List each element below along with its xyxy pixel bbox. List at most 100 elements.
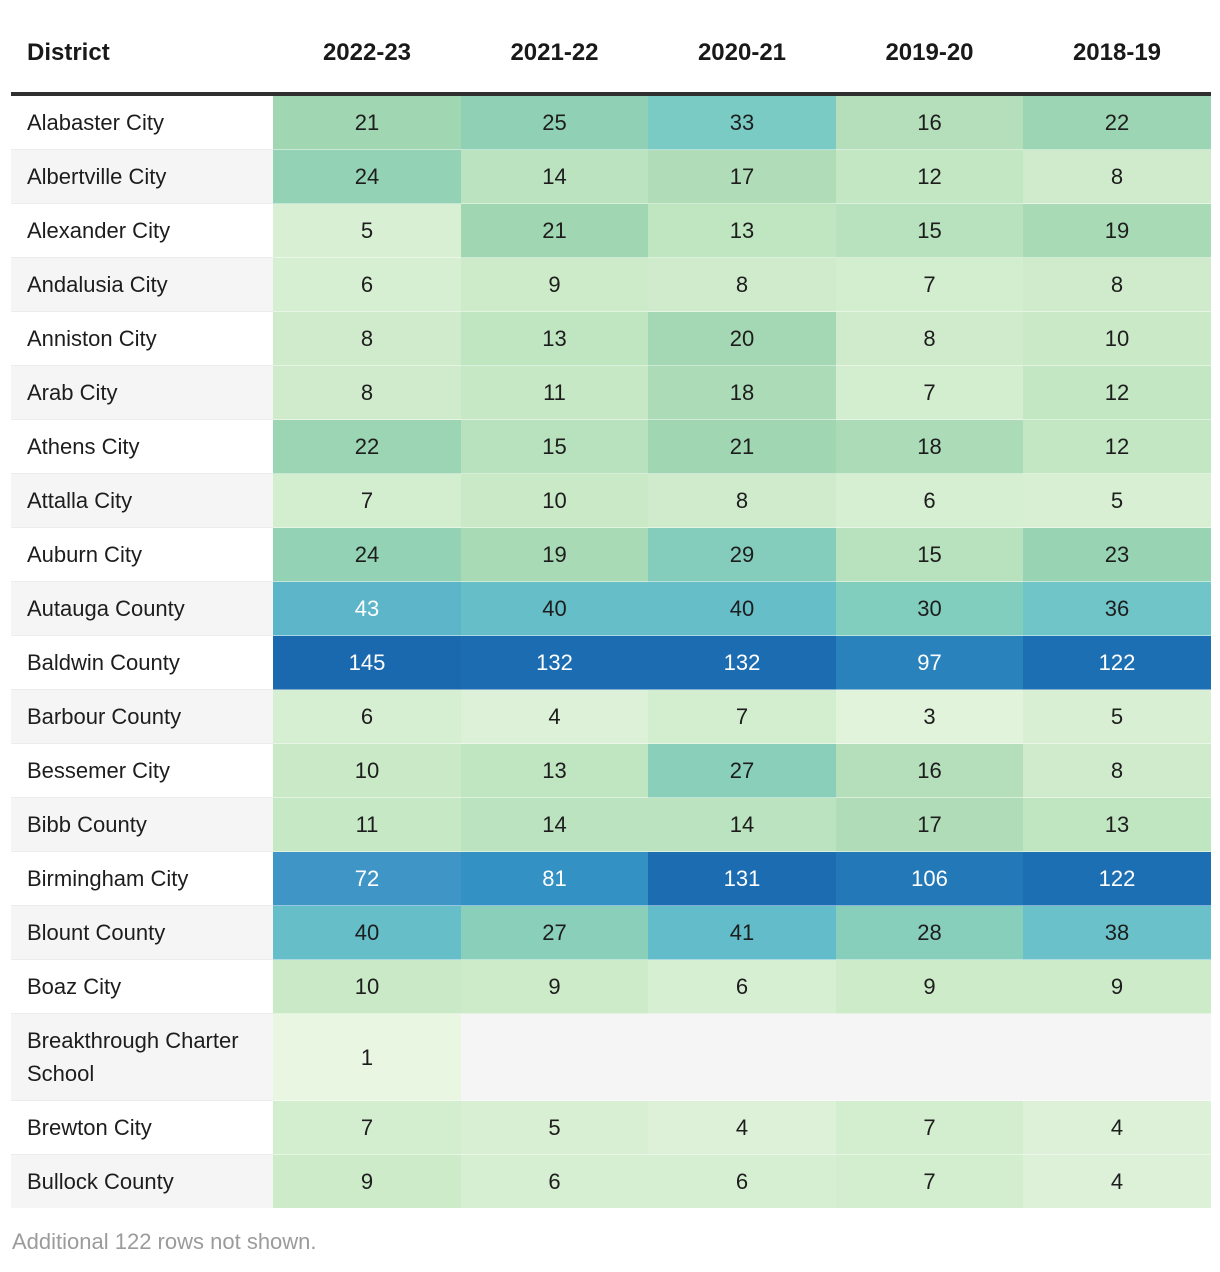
value-cell: 7	[273, 1100, 461, 1155]
value-cell: 97	[836, 635, 1023, 690]
table-row: Breakthrough Charter School 1	[11, 1013, 1211, 1101]
value-cell: 10	[1023, 311, 1211, 366]
column-header-year: 2019-20	[836, 24, 1023, 96]
district-cell: Breakthrough Charter School	[11, 1013, 273, 1101]
column-header-year: 2022-23	[273, 24, 461, 96]
value-cell: 29	[648, 527, 836, 582]
value-cell: 145	[273, 635, 461, 690]
value-cell: 14	[648, 797, 836, 852]
table-row: Bessemer City 10 13 27 16 8	[11, 743, 1211, 798]
value-cell: 4	[1023, 1100, 1211, 1155]
value-cell: 5	[273, 203, 461, 258]
value-cell: 21	[648, 419, 836, 474]
value-cell: 22	[1023, 94, 1211, 150]
heatmap-table: District 2022-23 2021-22 2020-21 2019-20 2018…	[11, 24, 1211, 1208]
value-cell: 72	[273, 851, 461, 906]
value-cell: 33	[648, 94, 836, 150]
value-cell: 13	[1023, 797, 1211, 852]
value-cell: 11	[273, 797, 461, 852]
value-cell: 13	[648, 203, 836, 258]
district-cell: Bibb County	[11, 797, 273, 852]
district-cell: Boaz City	[11, 959, 273, 1014]
table-row: Attalla City 7 10 8 6 5	[11, 473, 1211, 528]
column-header-year: 2018-19	[1023, 24, 1211, 96]
value-cell: 36	[1023, 581, 1211, 636]
district-cell: Arab City	[11, 365, 273, 420]
district-cell: Anniston City	[11, 311, 273, 366]
table-row: Athens City 22 15 21 18 12	[11, 419, 1211, 474]
value-cell: 12	[836, 149, 1023, 204]
table-row: Barbour County 6 4 7 3 5	[11, 689, 1211, 744]
value-cell: 81	[461, 851, 648, 906]
value-cell: 5	[1023, 689, 1211, 744]
value-cell: 8	[1023, 149, 1211, 204]
value-cell: 122	[1023, 851, 1211, 906]
table-row: Brewton City 7 5 4 7 4	[11, 1100, 1211, 1155]
value-cell: 4	[1023, 1154, 1211, 1208]
value-cell: 13	[461, 311, 648, 366]
value-cell: 19	[461, 527, 648, 582]
district-cell: Auburn City	[11, 527, 273, 582]
column-header-district: District	[11, 24, 273, 96]
value-cell: 17	[836, 797, 1023, 852]
value-cell: 19	[1023, 203, 1211, 258]
value-cell: 7	[836, 365, 1023, 420]
value-cell: 15	[836, 527, 1023, 582]
value-cell: 6	[273, 689, 461, 744]
value-cell: 40	[461, 581, 648, 636]
value-cell: 5	[461, 1100, 648, 1155]
value-cell: 18	[836, 419, 1023, 474]
value-cell: 27	[648, 743, 836, 798]
value-cell	[461, 1013, 648, 1101]
value-cell: 6	[461, 1154, 648, 1208]
value-cell: 16	[836, 94, 1023, 150]
value-cell	[648, 1013, 836, 1101]
value-cell: 6	[273, 257, 461, 312]
district-cell: Athens City	[11, 419, 273, 474]
value-cell: 7	[836, 1100, 1023, 1155]
value-cell: 132	[648, 635, 836, 690]
table-row: Arab City 8 11 18 7 12	[11, 365, 1211, 420]
value-cell: 10	[273, 959, 461, 1014]
district-cell: Birmingham City	[11, 851, 273, 906]
value-cell: 4	[461, 689, 648, 744]
value-cell: 25	[461, 94, 648, 150]
table-row: Anniston City 8 13 20 8 10	[11, 311, 1211, 366]
value-cell: 12	[1023, 419, 1211, 474]
value-cell: 12	[1023, 365, 1211, 420]
value-cell: 30	[836, 581, 1023, 636]
district-cell: Brewton City	[11, 1100, 273, 1155]
table-row: Alexander City 5 21 13 15 19	[11, 203, 1211, 258]
district-cell: Andalusia City	[11, 257, 273, 312]
value-cell: 14	[461, 797, 648, 852]
value-cell: 27	[461, 905, 648, 960]
district-cell: Blount County	[11, 905, 273, 960]
value-cell: 13	[461, 743, 648, 798]
table-row: Birmingham City 72 81 131 106 122	[11, 851, 1211, 906]
value-cell: 40	[273, 905, 461, 960]
value-cell: 8	[273, 311, 461, 366]
value-cell: 6	[836, 473, 1023, 528]
value-cell: 23	[1023, 527, 1211, 582]
value-cell: 9	[273, 1154, 461, 1208]
value-cell: 40	[648, 581, 836, 636]
table-row: Baldwin County 145 132 132 97 122	[11, 635, 1211, 690]
value-cell: 24	[273, 527, 461, 582]
table-header: District 2022-23 2021-22 2020-21 2019-20 2018…	[11, 24, 1211, 96]
table-row: Blount County 40 27 41 28 38	[11, 905, 1211, 960]
value-cell: 8	[648, 473, 836, 528]
value-cell: 22	[273, 419, 461, 474]
value-cell: 38	[1023, 905, 1211, 960]
district-cell: Baldwin County	[11, 635, 273, 690]
district-cell: Barbour County	[11, 689, 273, 744]
value-cell: 106	[836, 851, 1023, 906]
value-cell: 3	[836, 689, 1023, 744]
district-cell: Autauga County	[11, 581, 273, 636]
value-cell: 9	[1023, 959, 1211, 1014]
value-cell: 7	[836, 1154, 1023, 1208]
header-row: District 2022-23 2021-22 2020-21 2019-20 2018…	[11, 24, 1211, 96]
value-cell: 41	[648, 905, 836, 960]
value-cell: 6	[648, 959, 836, 1014]
value-cell	[1023, 1013, 1211, 1101]
